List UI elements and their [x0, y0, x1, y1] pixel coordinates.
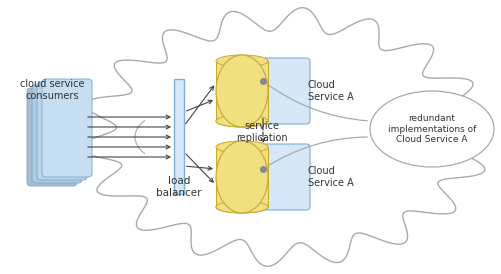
Ellipse shape: [216, 141, 268, 153]
Polygon shape: [216, 61, 268, 121]
Text: Cloud
Service A: Cloud Service A: [308, 80, 354, 102]
Ellipse shape: [216, 55, 268, 67]
Text: Cloud
Service A: Cloud Service A: [308, 166, 354, 188]
FancyBboxPatch shape: [37, 82, 87, 180]
Text: cloud service
consumers: cloud service consumers: [20, 79, 84, 101]
Ellipse shape: [216, 201, 268, 213]
FancyBboxPatch shape: [174, 79, 184, 194]
Ellipse shape: [370, 91, 494, 167]
FancyBboxPatch shape: [42, 79, 92, 177]
FancyBboxPatch shape: [32, 85, 82, 183]
Polygon shape: [216, 147, 268, 207]
Ellipse shape: [216, 115, 268, 127]
Ellipse shape: [216, 141, 268, 213]
FancyBboxPatch shape: [258, 58, 310, 124]
Ellipse shape: [216, 201, 268, 213]
Text: redundant
implementations of
Cloud Service A: redundant implementations of Cloud Servi…: [388, 114, 476, 144]
Polygon shape: [79, 8, 491, 266]
Ellipse shape: [216, 55, 268, 127]
Ellipse shape: [216, 115, 268, 127]
FancyBboxPatch shape: [258, 144, 310, 210]
FancyBboxPatch shape: [27, 88, 77, 186]
Text: service
replication: service replication: [236, 121, 288, 143]
Text: load
balancer: load balancer: [156, 176, 202, 198]
